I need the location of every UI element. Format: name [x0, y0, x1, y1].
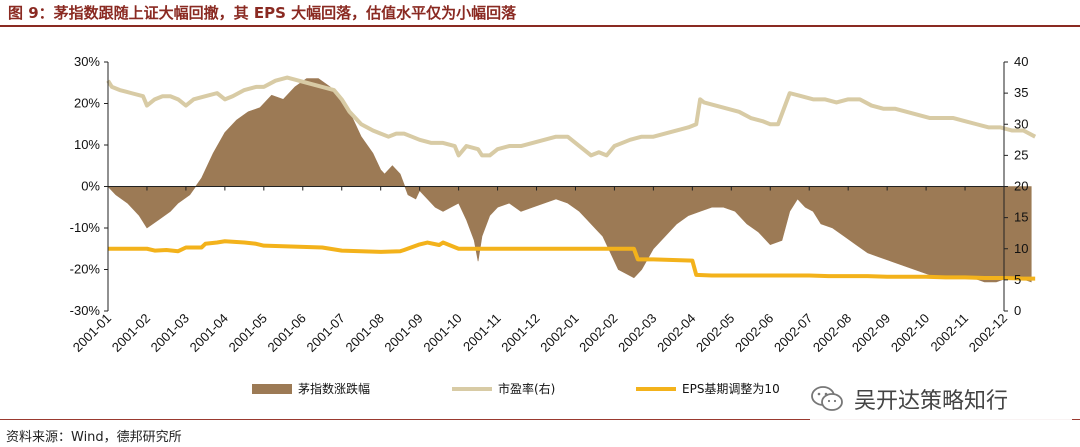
x-tick-label: 2002-04	[654, 311, 698, 355]
area-series-mao-index	[107, 78, 1032, 283]
source-note: 资料来源：Wind，德邦研究所	[6, 430, 182, 445]
right-tick-label: 10	[1014, 241, 1028, 256]
left-tick-label: -20%	[70, 262, 101, 277]
title-rule	[0, 25, 1080, 27]
figure-title: 图 9：茅指数跟随上证大幅回撤，其 EPS 大幅回落，估值水平仅为小幅回落	[8, 4, 517, 22]
legend-label: 茅指数涨跌幅	[298, 381, 370, 396]
x-tick-label: 2001-06	[265, 311, 309, 355]
left-tick-label: -30%	[70, 303, 101, 318]
legend-label: EPS基期调整为10	[682, 381, 780, 396]
right-tick-label: 15	[1014, 210, 1028, 225]
left-tick-label: 30%	[74, 54, 100, 69]
right-tick-label: 25	[1014, 147, 1028, 162]
line-series-pe	[106, 75, 1037, 158]
right-tick-label: 40	[1014, 54, 1028, 69]
left-tick-label: -10%	[70, 220, 101, 235]
x-tick-label: 2001-07	[304, 311, 348, 355]
legend-swatch	[252, 384, 292, 394]
x-tick-label: 2001-12	[498, 311, 542, 355]
left-tick-label: 10%	[74, 137, 100, 152]
source-rule	[0, 419, 1080, 420]
x-tick-label: 2002-07	[771, 311, 815, 355]
x-tick-label: 2002-02	[576, 311, 620, 355]
right-tick-label: 30	[1014, 116, 1028, 131]
x-tick-label: 2001-04	[187, 311, 231, 355]
x-tick-label: 2001-02	[109, 311, 153, 355]
plot-area	[106, 75, 1037, 283]
x-tick-label: 2002-10	[888, 311, 932, 355]
right-tick-label: 20	[1014, 179, 1028, 194]
left-tick-label: 0%	[81, 179, 100, 194]
wechat-icon	[811, 386, 843, 411]
x-tick-label: 2001-03	[148, 311, 192, 355]
x-tick-label: 2002-12	[966, 311, 1010, 355]
x-tick-label: 2001-05	[226, 311, 270, 355]
x-tick-label: 2002-08	[810, 311, 854, 355]
x-tick-label: 2002-05	[693, 311, 737, 355]
right-tick-label: 5	[1014, 272, 1021, 287]
x-tick-label: 2002-11	[928, 311, 972, 355]
x-tick-label: 2001-09	[381, 311, 425, 355]
x-tick-label: 2001-08	[342, 311, 386, 355]
right-tick-label: 35	[1014, 85, 1028, 100]
x-tick-label: 2001-10	[420, 311, 464, 355]
watermark: 吴开达策略知行	[810, 376, 1072, 422]
x-tick-label: 2001-11	[460, 311, 504, 355]
left-tick-label: 20%	[74, 96, 100, 111]
x-tick-label: 2002-06	[732, 311, 776, 355]
legend-label: 市盈率(右)	[498, 381, 555, 396]
right-tick-label: 0	[1014, 303, 1021, 318]
x-tick-label: 2002-03	[615, 311, 659, 355]
watermark-text: 吴开达策略知行	[854, 389, 1009, 414]
x-tick-label: 2002-01	[537, 311, 581, 355]
legend: 茅指数涨跌幅 市盈率(右) EPS基期调整为10	[252, 381, 780, 396]
line-series-eps	[108, 239, 1036, 281]
x-tick-label: 2002-09	[849, 311, 893, 355]
